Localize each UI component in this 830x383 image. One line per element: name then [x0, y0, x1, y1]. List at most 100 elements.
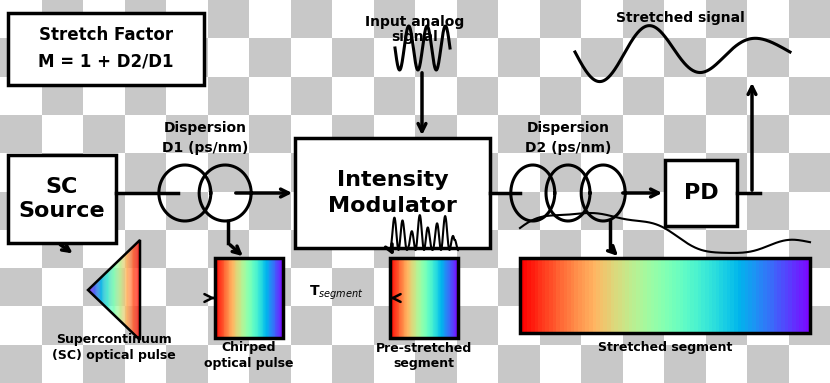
Text: $\mathbf{T}_{segment}$: $\mathbf{T}_{segment}$: [310, 284, 364, 302]
Text: (SC) optical pulse: (SC) optical pulse: [52, 349, 176, 362]
Bar: [280, 258, 281, 338]
Bar: [545, 258, 549, 333]
Bar: [451, 258, 452, 338]
Bar: [425, 258, 426, 338]
Bar: [42, 38, 83, 77]
Bar: [166, 115, 208, 153]
Polygon shape: [122, 257, 123, 323]
Bar: [124, 192, 166, 230]
Bar: [266, 258, 267, 338]
Bar: [622, 0, 664, 38]
Bar: [249, 258, 251, 338]
Text: optical pulse: optical pulse: [204, 357, 294, 370]
Text: Stretched segment: Stretched segment: [598, 342, 732, 355]
Bar: [788, 192, 830, 230]
Bar: [498, 77, 540, 115]
Bar: [218, 258, 220, 338]
Polygon shape: [90, 286, 91, 293]
Bar: [404, 258, 406, 338]
Bar: [442, 258, 444, 338]
Bar: [454, 258, 455, 338]
Bar: [734, 258, 738, 333]
Polygon shape: [134, 244, 135, 336]
Bar: [432, 258, 433, 338]
Text: Dispersion: Dispersion: [526, 121, 609, 135]
Bar: [723, 258, 727, 333]
Bar: [227, 258, 228, 338]
Text: Chirped: Chirped: [222, 342, 276, 355]
Bar: [408, 258, 410, 338]
Bar: [498, 153, 540, 192]
Bar: [8, 13, 204, 85]
Bar: [741, 258, 745, 333]
Bar: [124, 230, 166, 268]
Bar: [258, 258, 260, 338]
Bar: [271, 258, 272, 338]
Bar: [706, 230, 747, 268]
Bar: [564, 258, 568, 333]
Bar: [426, 258, 427, 338]
Bar: [403, 258, 405, 338]
Text: Dispersion: Dispersion: [164, 121, 247, 135]
Bar: [247, 258, 248, 338]
Bar: [393, 258, 394, 338]
Bar: [807, 258, 811, 333]
Bar: [774, 258, 778, 333]
Bar: [643, 258, 647, 333]
Bar: [691, 258, 695, 333]
Bar: [290, 0, 332, 38]
Bar: [401, 258, 403, 338]
Bar: [438, 258, 440, 338]
Polygon shape: [124, 254, 125, 326]
Bar: [745, 258, 749, 333]
Bar: [290, 306, 332, 345]
Bar: [42, 192, 83, 230]
Bar: [83, 306, 124, 345]
Bar: [415, 38, 457, 77]
Bar: [225, 258, 227, 338]
Bar: [332, 230, 374, 268]
Bar: [669, 258, 673, 333]
Bar: [435, 258, 437, 338]
Polygon shape: [139, 240, 140, 340]
Bar: [432, 258, 434, 338]
Bar: [705, 258, 709, 333]
Bar: [766, 258, 770, 333]
Bar: [662, 258, 666, 333]
Polygon shape: [91, 286, 92, 294]
Bar: [553, 258, 557, 333]
Polygon shape: [116, 262, 118, 318]
Polygon shape: [101, 277, 102, 303]
Bar: [166, 77, 208, 115]
Bar: [83, 153, 124, 192]
Bar: [706, 306, 747, 345]
Bar: [498, 192, 540, 230]
Bar: [0, 115, 42, 153]
Bar: [788, 258, 793, 333]
Bar: [415, 230, 457, 268]
Bar: [567, 258, 571, 333]
Bar: [398, 258, 400, 338]
Bar: [42, 115, 83, 153]
Bar: [166, 0, 208, 38]
Bar: [778, 258, 782, 333]
Bar: [227, 258, 229, 338]
Bar: [290, 268, 332, 306]
Bar: [540, 306, 581, 345]
Bar: [290, 345, 332, 383]
Bar: [236, 258, 237, 338]
Bar: [217, 258, 219, 338]
Bar: [272, 258, 273, 338]
Polygon shape: [136, 242, 138, 337]
Bar: [585, 258, 589, 333]
Text: Source: Source: [19, 201, 105, 221]
Bar: [166, 345, 208, 383]
Bar: [527, 258, 531, 333]
Bar: [406, 258, 408, 338]
Bar: [257, 258, 259, 338]
Bar: [249, 230, 290, 268]
Bar: [622, 192, 664, 230]
Polygon shape: [108, 270, 109, 310]
Bar: [208, 345, 249, 383]
Bar: [498, 38, 540, 77]
